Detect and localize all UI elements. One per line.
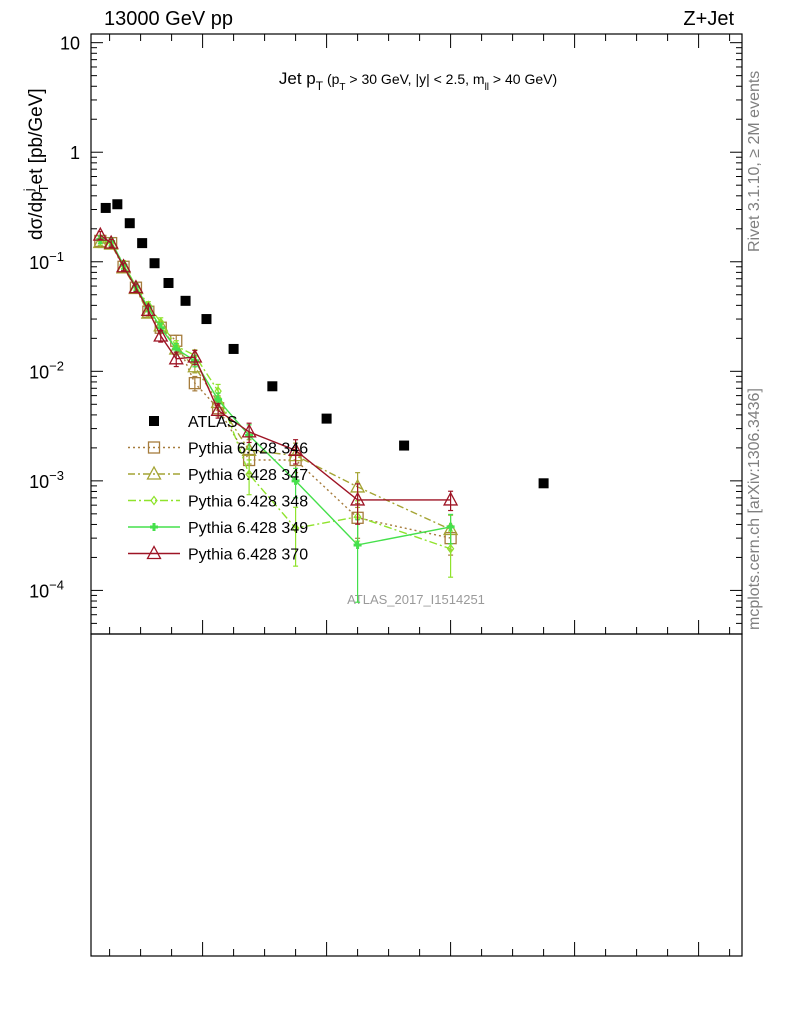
legend: ATLAS Pythia 6.428 346 Pythia 6.428 347 Pyt… (128, 414, 308, 564)
series-atlas (100, 199, 549, 489)
atlas-point (137, 238, 148, 249)
title-main: Jet p (279, 69, 316, 88)
data-point (210, 402, 226, 417)
legend-marker (150, 523, 158, 531)
data-point (241, 441, 257, 456)
chart-title: Jet pT (pT > 30 GeV, |y| < 2.5, mll > 40… (279, 69, 557, 93)
header-analysis: Z+Jet (683, 8, 734, 30)
ylabel-sub: T (36, 184, 51, 192)
data-point (115, 258, 132, 273)
y-axis-label: dσ/dpjTet [pb/GeV] (21, 88, 51, 240)
series-5 (92, 226, 459, 525)
data-point (187, 348, 203, 363)
y-tick-label: 10−3 (29, 468, 64, 492)
axes-layer: 10 1 10−1 10−2 10−3 10−4 (29, 33, 743, 957)
y-tick-label: 10−2 (29, 358, 64, 382)
data-point (288, 441, 304, 456)
header-process: 13000 GeV pp (104, 8, 233, 30)
ratio-panel-frame (90, 633, 743, 957)
y-tick-label: 10 (60, 34, 80, 54)
atlas-point (124, 218, 135, 229)
atlas-point (228, 343, 239, 354)
atlas-point (201, 314, 212, 325)
atlas-point (399, 440, 410, 451)
data-point (350, 491, 366, 506)
data-point (103, 234, 119, 249)
data-point (140, 302, 156, 317)
y-tick-label: 10−4 (29, 577, 64, 601)
data-point (153, 327, 169, 342)
legend-label: Pythia 6.428 346 (188, 441, 308, 458)
ylabel-unit: et [pb/GeV] (26, 88, 47, 184)
atlas-point (321, 413, 332, 424)
title-close: > 40 GeV) (489, 71, 557, 87)
series-layer (92, 199, 549, 603)
main-plot-frame (90, 33, 743, 635)
data-point (92, 234, 108, 249)
data-point (443, 491, 459, 506)
atlas-point (538, 478, 549, 489)
atlas-point (267, 381, 278, 392)
data-point (92, 226, 108, 241)
atlas-point (100, 202, 111, 213)
data-point (291, 476, 300, 485)
legend-label: Pythia 6.428 347 (188, 467, 308, 484)
data-point (168, 350, 184, 365)
atlas-point (163, 277, 174, 288)
legend-marker-atlas (149, 416, 159, 426)
analysis-watermark: ATLAS_2017_I1514251 (347, 592, 485, 607)
data-point (446, 522, 455, 531)
title-cut-sub: T (339, 82, 345, 93)
data-point (353, 540, 362, 549)
data-point (291, 523, 300, 534)
title-cuts: > 30 GeV, |y| < 2.5, m (346, 71, 485, 87)
atlas-point (112, 199, 123, 210)
legend-marker (146, 545, 162, 560)
data-point (245, 469, 253, 480)
title-main-sub: T (316, 79, 324, 93)
atlas-point (180, 295, 191, 306)
atlas-point (149, 258, 160, 269)
legend-marker (146, 465, 162, 480)
data-point (188, 376, 202, 390)
title-mass-sub: ll (485, 82, 489, 93)
legend-marker (150, 495, 158, 506)
legend-label: Pythia 6.428 349 (188, 520, 308, 537)
ylabel-sup: j (21, 188, 36, 192)
y-tick-label: 10−1 (29, 249, 64, 273)
y-tick-label: 1 (70, 143, 80, 163)
data-point (128, 279, 144, 294)
legend-marker (147, 441, 161, 454)
data-point (446, 543, 455, 554)
legend-label: Pythia 6.428 348 (188, 494, 308, 511)
data-point (241, 423, 257, 438)
legend-label: ATLAS (188, 414, 238, 431)
title-open: (p (323, 71, 340, 87)
ylabel-main: dσ/dp (26, 191, 47, 240)
legend-label: Pythia 6.428 370 (188, 547, 308, 564)
